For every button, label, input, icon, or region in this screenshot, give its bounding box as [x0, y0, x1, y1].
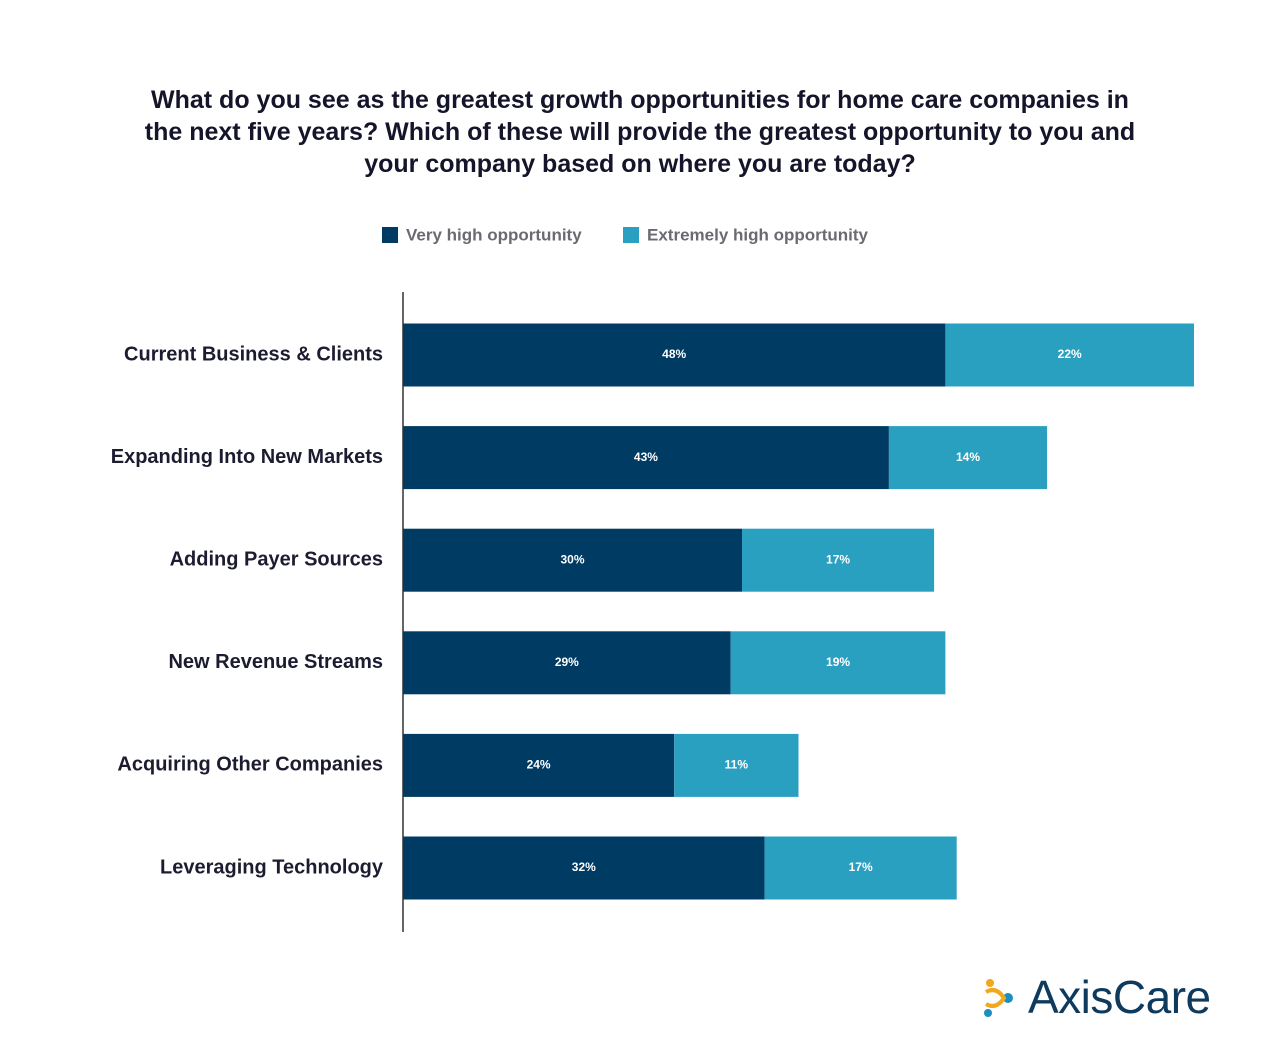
chart-title: What do you see as the greatest growth o…: [144, 86, 1136, 178]
value-label: 14%: [956, 450, 980, 464]
category-label: Adding Payer Sources: [170, 548, 383, 570]
value-label: 24%: [527, 758, 551, 772]
category-label: Expanding Into New Markets: [111, 446, 383, 468]
value-label: 19%: [826, 655, 850, 669]
bar-segment: [403, 631, 731, 695]
legend-swatch: [623, 227, 639, 243]
value-label: 43%: [634, 450, 658, 464]
legend-label: Extremely high opportunity: [647, 225, 869, 244]
logo: AxisCare: [1028, 971, 1211, 1023]
category-label: Acquiring Other Companies: [117, 754, 383, 776]
value-label: 29%: [555, 655, 579, 669]
value-label: 17%: [849, 860, 873, 874]
bar-segment: [945, 323, 1194, 387]
legend-label: Very high opportunity: [406, 225, 582, 244]
value-label: 48%: [662, 347, 686, 361]
legend-swatch: [382, 227, 398, 243]
bar-segment: [403, 323, 946, 387]
bar-segment: [403, 528, 742, 592]
value-label: 32%: [572, 860, 596, 874]
bar-segment: [674, 733, 799, 797]
bar-segment: [764, 836, 957, 900]
bar-segment: [403, 836, 765, 900]
value-label: 17%: [826, 552, 850, 566]
bar-segment: [888, 426, 1048, 490]
value-label: 11%: [725, 758, 749, 772]
bar-segment: [403, 733, 675, 797]
logo-icon: [984, 979, 1013, 1017]
category-label: Current Business & Clients: [124, 343, 383, 365]
bar-segment: [742, 528, 935, 592]
category-label: Leveraging Technology: [160, 856, 384, 878]
bar-segment: [403, 426, 889, 490]
category-label: New Revenue Streams: [168, 651, 383, 673]
value-label: 30%: [560, 552, 584, 566]
value-label: 22%: [1058, 347, 1082, 361]
bar-segment: [730, 631, 946, 695]
